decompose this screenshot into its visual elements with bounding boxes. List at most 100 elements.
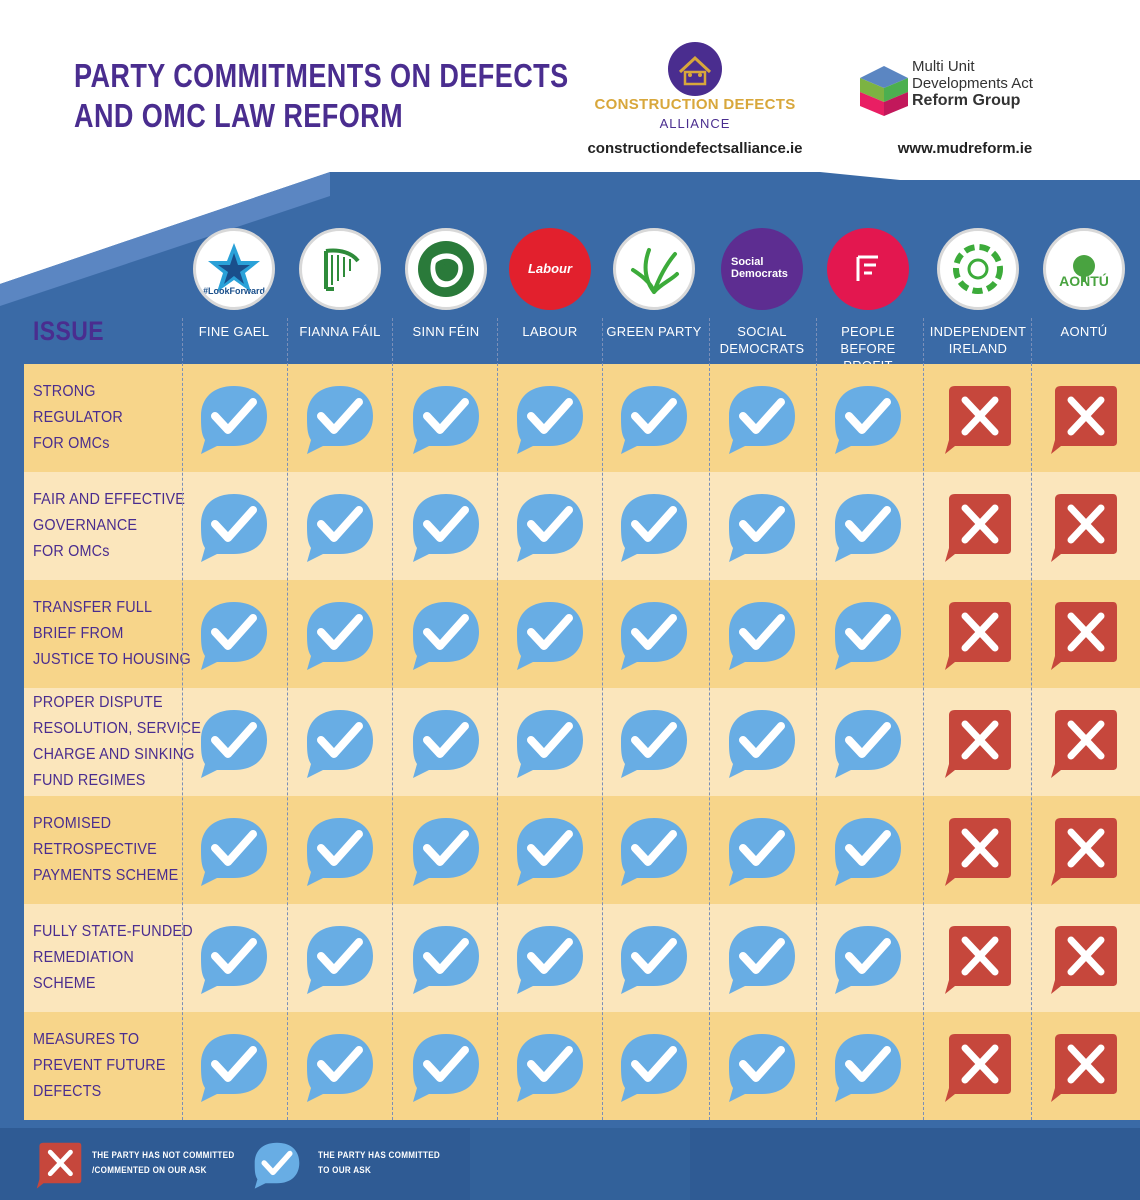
party-name-line-1: GREEN PARTY xyxy=(606,324,702,339)
check-icon xyxy=(197,598,271,672)
check-icon xyxy=(725,1030,799,1104)
house-people-icon xyxy=(678,55,712,86)
check-icon xyxy=(831,490,905,564)
party-logo-text-3: SF xyxy=(437,260,455,276)
cross-icon xyxy=(1047,814,1121,888)
party-name-line-1: INDEPENDENT xyxy=(929,324,1027,339)
check-icon xyxy=(197,706,271,780)
row-label-line: TRANSFER FULL xyxy=(33,599,153,616)
party-logo-1: #LookForward xyxy=(193,228,275,310)
cross-icon xyxy=(941,382,1015,456)
check-icon xyxy=(513,814,587,888)
check-icon xyxy=(197,382,271,456)
page-title: PARTY COMMITMENTS ON DEFECTS AND OMC LAW… xyxy=(74,56,569,136)
check-icon xyxy=(725,598,799,672)
row-label-line: JUSTICE TO HOUSING xyxy=(33,651,191,668)
check-icon xyxy=(513,382,587,456)
row-label: TRANSFER FULL BRIEF FROM JUSTICE TO HOUSIN… xyxy=(33,595,191,673)
check-icon xyxy=(725,382,799,456)
party-logo-3: SF xyxy=(405,228,487,310)
party-name-line-2: IRELAND xyxy=(948,341,1008,356)
party-name-line-1: AONTÚ xyxy=(1060,324,1108,339)
party-name-8: INDEPENDENT IRELAND xyxy=(926,323,1030,357)
mud-line-2: Developments Act xyxy=(912,75,1033,92)
check-icon xyxy=(617,706,691,780)
check-icon xyxy=(303,490,377,564)
party-logo-text-9: AONTÚ xyxy=(1059,272,1109,289)
legend-check-line-2: TO OUR ASK xyxy=(318,1165,372,1175)
party-name-line-1: SINN FÉIN xyxy=(412,324,480,339)
cross-icon xyxy=(1047,922,1121,996)
party-name-6: SOCIAL DEMOCRATS xyxy=(710,323,814,357)
check-icon xyxy=(197,814,271,888)
check-icon xyxy=(831,382,905,456)
check-icon xyxy=(197,922,271,996)
party-name-line-1: SOCIAL xyxy=(737,324,787,339)
check-icon xyxy=(303,814,377,888)
check-icon xyxy=(409,814,483,888)
title-line-1: PARTY COMMITMENTS ON DEFECTS xyxy=(74,57,569,94)
table-row: PROMISED RETROSPECTIVE PAYMENTS SCHEME xyxy=(24,796,1140,904)
check-icon xyxy=(409,490,483,564)
row-label-line: BRIEF FROM xyxy=(33,625,124,642)
party-name-line-1: FIANNA FÁIL xyxy=(299,324,381,339)
cross-icon xyxy=(1047,382,1121,456)
legend-check-line-1: THE PARTY HAS COMMITTED xyxy=(318,1150,441,1160)
party-logo-text-6: Social Democrats xyxy=(731,256,788,281)
check-icon xyxy=(831,598,905,672)
cross-icon xyxy=(941,490,1015,564)
check-icon xyxy=(409,382,483,456)
party-logo-9: AONTÚ xyxy=(1043,228,1125,310)
check-icon xyxy=(513,922,587,996)
column-separator xyxy=(182,318,183,1120)
row-label-line: RETROSPECTIVE xyxy=(33,841,157,858)
mud-line-1: Multi Unit xyxy=(912,58,975,75)
party-logo-text-1: #LookForward xyxy=(202,286,265,297)
check-icon xyxy=(197,490,271,564)
row-label-line: FOR OMCs xyxy=(33,435,110,452)
row-label-line: FAIR AND EFFECTIVE xyxy=(33,491,186,508)
check-icon xyxy=(725,490,799,564)
table-row: FULLY STATE-FUNDED REMEDIATION SCHEME xyxy=(24,904,1140,1012)
mud-line-3: Reform Group xyxy=(912,92,1021,109)
column-separator xyxy=(392,318,393,1120)
column-separator xyxy=(1031,318,1032,1120)
check-icon xyxy=(303,706,377,780)
check-icon xyxy=(831,706,905,780)
cross-icon xyxy=(1047,490,1121,564)
column-separator xyxy=(923,318,924,1120)
party-name-4: LABOUR xyxy=(498,323,602,340)
check-icon xyxy=(513,598,587,672)
row-label-line: STRONG xyxy=(33,383,96,400)
title-line-2: AND OMC LAW REFORM xyxy=(74,97,404,134)
row-label-line: MEASURES TO xyxy=(33,1031,140,1048)
check-icon xyxy=(513,490,587,564)
row-label-line: FUND REGIMES xyxy=(33,772,146,789)
check-icon xyxy=(617,1030,691,1104)
check-icon xyxy=(409,922,483,996)
check-icon xyxy=(513,1030,587,1104)
check-icon xyxy=(725,922,799,996)
column-separator xyxy=(816,318,817,1120)
column-separator xyxy=(709,318,710,1120)
party-logo-4: Labour xyxy=(509,228,591,310)
cda-logo xyxy=(668,42,722,96)
row-label: STRONG REGULATOR FOR OMCs xyxy=(33,379,168,457)
cda-subname: ALLIANCE xyxy=(659,116,731,131)
cda-url[interactable]: constructiondefectsalliance.ie xyxy=(587,140,803,157)
check-icon xyxy=(409,706,483,780)
table-row: PROPER DISPUTE RESOLUTION, SERVICE CHARGE … xyxy=(24,688,1140,796)
party-name-5: GREEN PARTY xyxy=(602,323,706,340)
row-label-line: PREVENT FUTURE xyxy=(33,1057,166,1074)
party-name-9: AONTÚ xyxy=(1032,323,1136,340)
check-icon xyxy=(303,1030,377,1104)
mud-url[interactable]: www.mudreform.ie xyxy=(897,140,1033,157)
party-name-3: SINN FÉIN xyxy=(394,323,498,340)
legend-cross-line-1: THE PARTY HAS NOT COMMITTED xyxy=(92,1150,235,1160)
column-separator xyxy=(497,318,498,1120)
row-label-line: CHARGE AND SINKING xyxy=(33,746,195,763)
cross-icon xyxy=(941,706,1015,780)
row-label-line: SCHEME xyxy=(33,975,96,992)
party-name-line-2: DEMOCRATS xyxy=(719,341,805,356)
row-label-line: REGULATOR xyxy=(33,409,123,426)
